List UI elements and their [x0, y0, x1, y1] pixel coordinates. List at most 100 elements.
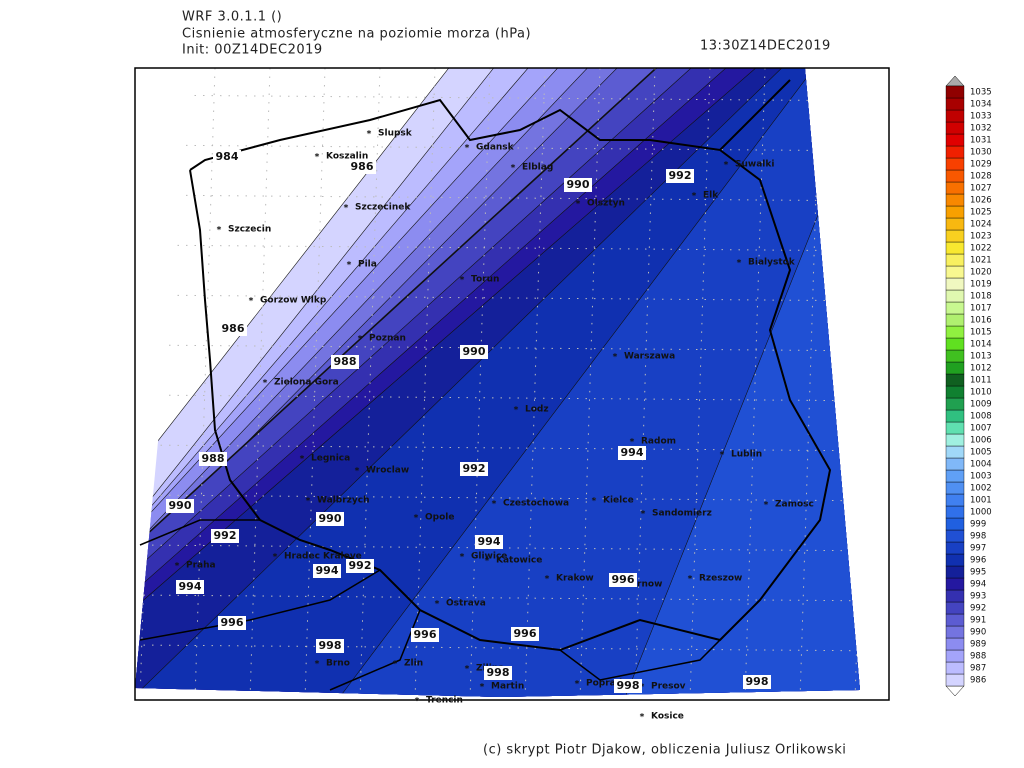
legend-label: 1034 [970, 100, 992, 110]
city-marker: * [724, 161, 729, 171]
legend-swatch [945, 505, 965, 519]
city-label: Kosice [651, 712, 684, 722]
city-label: Gliwice [471, 552, 507, 562]
legend-label: 1009 [970, 400, 992, 410]
pressure-band [620, 68, 860, 697]
city-marker: * [306, 497, 311, 507]
contour-label: 988 [202, 452, 225, 465]
contour-label: 992 [669, 169, 692, 182]
contour-label-box [460, 462, 488, 476]
city-label: Tarnow [626, 580, 662, 590]
contour-label: 998 [319, 639, 342, 652]
city-marker: * [315, 153, 320, 163]
legend-swatch [945, 397, 965, 411]
city-marker: * [720, 451, 725, 461]
legend-swatch [945, 457, 965, 471]
legend-swatch [945, 133, 965, 147]
legend-label: 1006 [970, 436, 992, 446]
city-marker: * [592, 497, 597, 507]
legend-label: 987 [970, 664, 986, 674]
contour-label-box [666, 169, 694, 183]
legend-swatch [945, 193, 965, 207]
legend-label: 992 [970, 604, 986, 614]
legend-label: 1020 [970, 268, 992, 278]
legend-swatch [945, 217, 965, 231]
isobar [135, 68, 501, 697]
contour-label-box [348, 160, 376, 174]
contour-label-box [618, 446, 646, 460]
legend-swatch [945, 553, 965, 567]
contour-label: 990 [567, 178, 590, 191]
legend-label: 1026 [970, 196, 992, 206]
legend-swatch [945, 109, 965, 123]
legend-swatch [945, 421, 965, 435]
contour-label: 984 [216, 150, 239, 163]
legend-swatch [945, 481, 965, 495]
city-label: Martin [491, 682, 524, 692]
legend-label: 1019 [970, 280, 992, 290]
city-marker: * [688, 575, 693, 585]
contour-label-box [199, 452, 227, 466]
city-label: Lodz [525, 405, 549, 415]
contour-label-box [316, 512, 344, 526]
contour-label-box [346, 559, 374, 573]
city-label: Koszalin [326, 152, 368, 162]
contour-label: 994 [179, 580, 202, 593]
contour-label-box [743, 675, 771, 689]
map-frame [134, 67, 890, 701]
legend-swatch [945, 313, 965, 327]
contour-label: 990 [463, 345, 486, 358]
legend-swatch [945, 265, 965, 279]
city-marker: * [344, 204, 349, 214]
contour-label: 990 [319, 512, 342, 525]
legend-swatch [945, 493, 965, 507]
legend-swatch [945, 613, 965, 627]
legend-label: 988 [970, 652, 986, 662]
legend-swatch [945, 97, 965, 111]
city-label: Praha [186, 561, 216, 571]
city-label: Poprad [586, 679, 622, 689]
city-label: Ostrava [446, 599, 486, 609]
legend-swatch [945, 445, 965, 459]
city-label: Legnica [311, 454, 350, 464]
legend-label: 997 [970, 544, 986, 554]
contour-label: 996 [514, 627, 537, 640]
legend-swatch [945, 169, 965, 183]
contour-label: 992 [214, 529, 237, 542]
contour-label-box [411, 628, 439, 642]
legend-label: 1035 [970, 88, 992, 98]
city-label: Bialystok [748, 258, 796, 268]
contour-label: 994 [316, 564, 339, 577]
legend-swatch [945, 145, 965, 159]
city-label: Opole [425, 513, 454, 523]
contour-label: 988 [334, 355, 357, 368]
city-marker: * [545, 575, 550, 585]
city-label: Olsztyn [587, 199, 625, 209]
contour-label: 996 [414, 628, 437, 641]
city-marker: * [692, 192, 697, 202]
legend-label: 1024 [970, 220, 992, 230]
contour-label-box [219, 322, 247, 336]
legend-label: 1017 [970, 304, 992, 314]
city-marker: * [273, 553, 278, 563]
contour-label-box [484, 666, 512, 680]
city-marker: * [576, 200, 581, 210]
contour-label-box [213, 150, 241, 164]
legend-label: 995 [970, 568, 986, 578]
isobar [135, 68, 701, 697]
contour-label-box [614, 679, 642, 693]
legend-swatch [945, 241, 965, 255]
legend-swatch [945, 661, 965, 675]
legend-swatch [945, 121, 965, 135]
contour-label-box [166, 499, 194, 513]
contour-label: 996 [612, 573, 635, 586]
title: Cisnienie atmosferyczne na poziomie morz… [182, 27, 531, 42]
contour-label: 986 [351, 160, 374, 173]
legend-label: 1012 [970, 364, 992, 374]
city-marker: * [414, 514, 419, 524]
legend-label: 1007 [970, 424, 992, 434]
city-label: Lublin [731, 450, 762, 460]
city-marker: * [613, 353, 618, 363]
isobar [135, 68, 666, 697]
